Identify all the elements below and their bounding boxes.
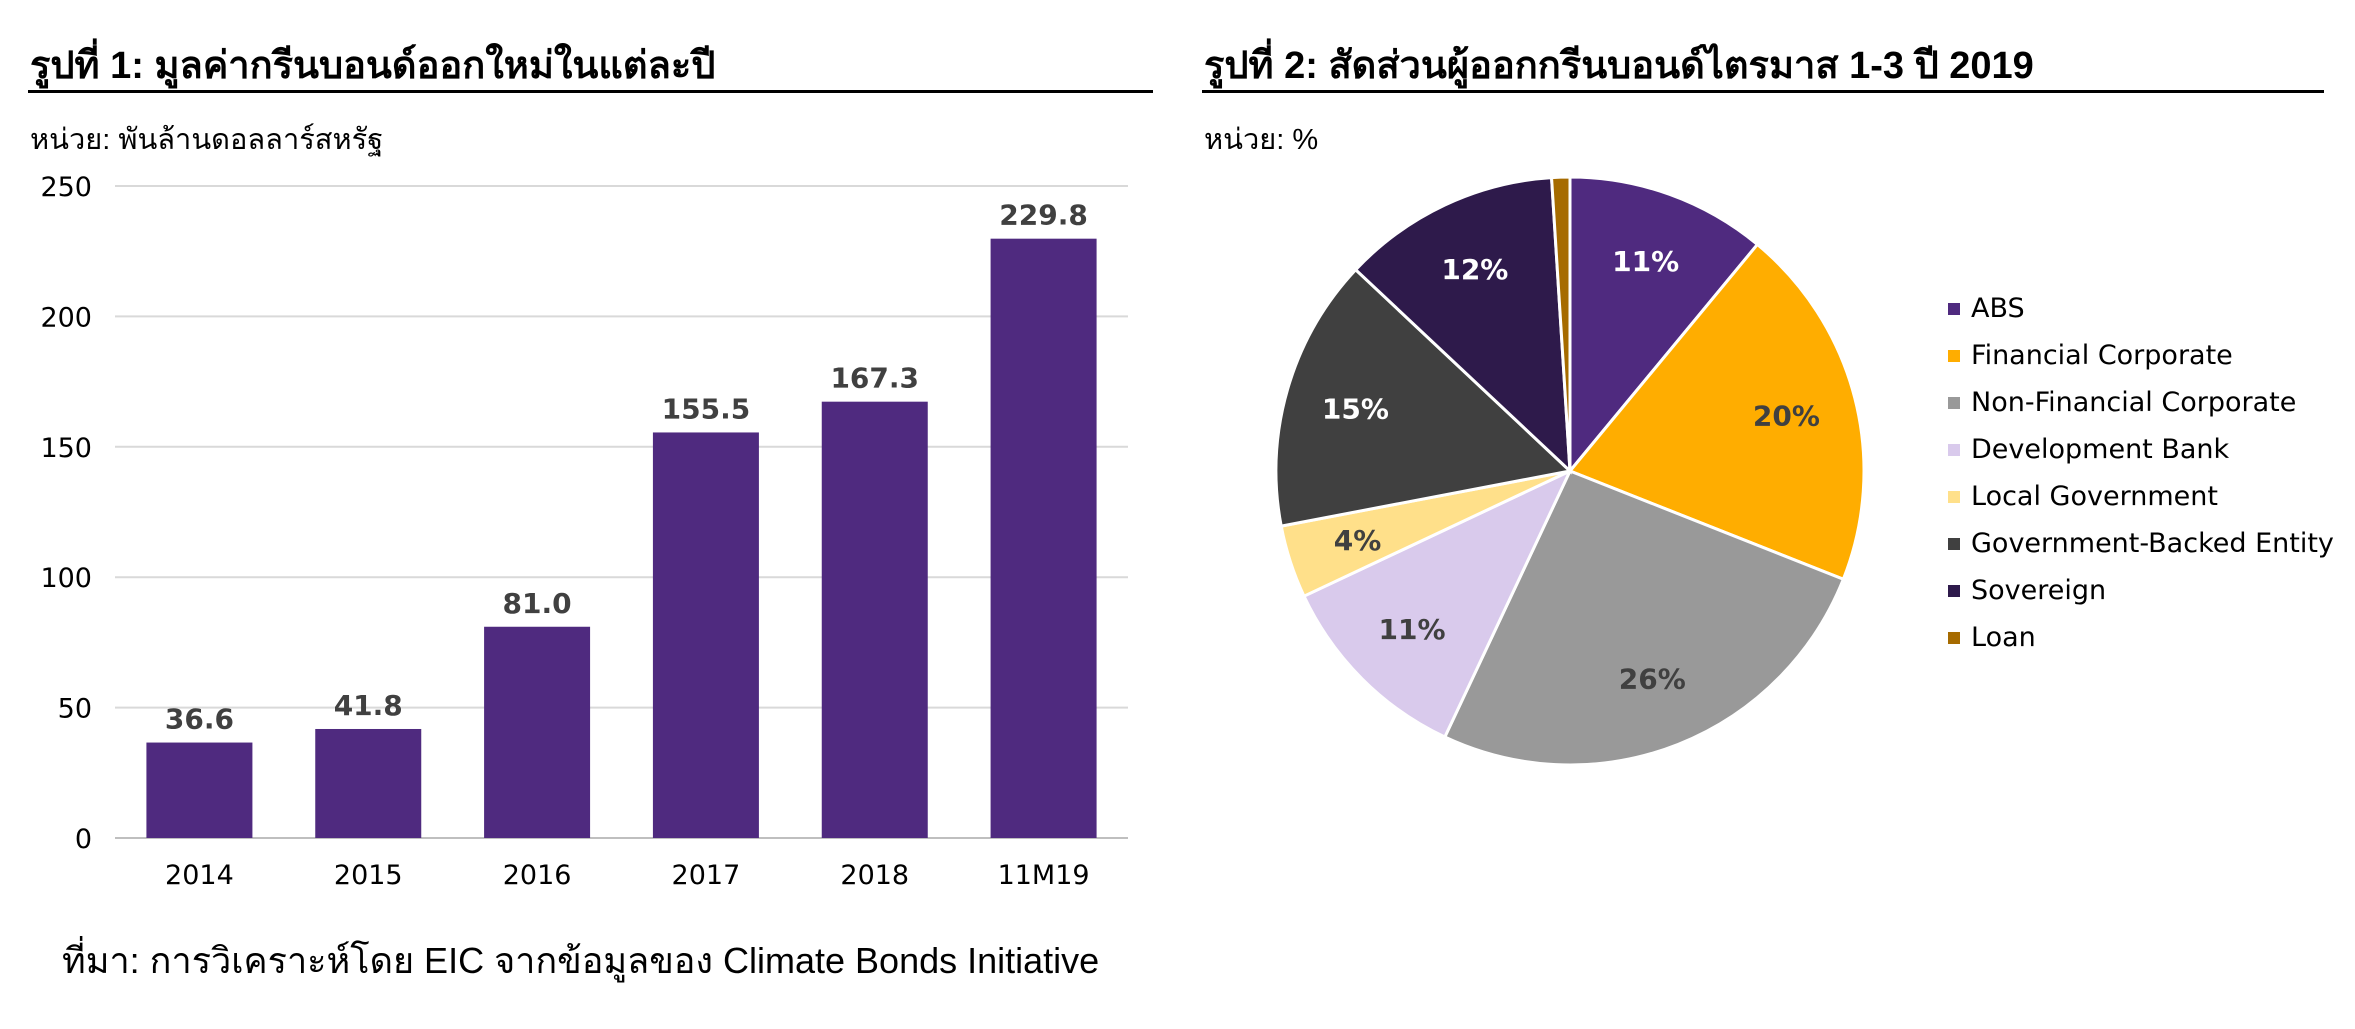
pie-slice-label: 4% — [1334, 524, 1382, 557]
figure-1-title: รูปที่ 1: มูลค่ากรีนบอนด์ออกใหม่ในแต่ละป… — [30, 45, 716, 87]
figure-1-title-rule — [28, 90, 1153, 93]
legend-label: Non-Financial Corporate — [1971, 387, 2297, 418]
source-note: ที่มา: การวิเคราะห์โดย EIC จากข้อมูลของ … — [62, 940, 1100, 981]
pie-slice-label: 26% — [1619, 663, 1686, 696]
legend-item: Local Government — [1948, 473, 2334, 520]
figure-1-panel: รูปที่ 1: มูลค่ากรีนบอนด์ออกใหม่ในแต่ละป… — [0, 0, 1160, 1029]
legend-item: Sovereign — [1948, 567, 2334, 614]
bar — [990, 238, 1097, 839]
pie-legend: ABS Financial Corporate Non-Financial Corp… — [1948, 285, 2334, 661]
pie-slice-label: 12% — [1441, 253, 1508, 286]
legend-swatch — [1948, 302, 1960, 315]
legend-label: Financial Corporate — [1971, 340, 2233, 371]
bar-value-label: 155.5 — [662, 392, 751, 425]
bar-chart: 0 50 100 150 200 250 36.6 2014 41.8 2015 81.0 2016 1… — [40, 172, 1128, 891]
legend-label: ABS — [1971, 293, 2025, 324]
bar-value-label: 41.8 — [334, 689, 403, 722]
legend-item: Government-Backed Entity — [1948, 520, 2334, 567]
pie-slice — [1301, 467, 1574, 740]
legend-swatch — [1948, 631, 1960, 644]
figure-1-unit: หน่วย: พันล้านดอลลาร์สหรัฐ — [30, 124, 384, 156]
x-tick-label: 2018 — [840, 860, 909, 891]
legend-swatch — [1948, 584, 1960, 597]
figure-2-title-rule — [1202, 90, 2324, 93]
x-tick-label: 2016 — [503, 860, 572, 891]
y-tick-label: 150 — [40, 433, 92, 464]
legend-item: Financial Corporate — [1948, 332, 2334, 379]
bar-value-label: 81.0 — [503, 587, 572, 620]
x-tick-label: 2015 — [334, 860, 403, 891]
legend-swatch — [1948, 396, 1960, 409]
pie-slice — [1353, 175, 1572, 475]
legend-item: Development Bank — [1948, 426, 2334, 473]
bar — [652, 432, 759, 838]
legend-item: Loan — [1948, 614, 2334, 661]
y-tick-label: 0 — [75, 824, 92, 855]
pie-slice — [1274, 267, 1574, 528]
legend-label: Development Bank — [1971, 434, 2230, 465]
bar — [821, 401, 928, 838]
y-tick-label: 50 — [58, 694, 92, 725]
figure-2-panel: รูปที่ 2: สัดส่วนผู้ออกกรีนบอนด์ไตรมาส 1… — [1200, 0, 2355, 1029]
pie-slice-label: 11% — [1378, 613, 1445, 646]
pie-slice — [1568, 175, 1760, 476]
x-tick-label: 11M19 — [998, 860, 1090, 891]
y-tick-label: 100 — [40, 563, 92, 594]
pie-chart: 11% 20% 26% 11% 4% 15% 12% — [1274, 175, 1866, 767]
pie-slice-label: 11% — [1612, 245, 1679, 278]
figure-2-title: รูปที่ 2: สัดส่วนผู้ออกกรีนบอนด์ไตรมาส 1… — [1204, 45, 2034, 87]
bar — [315, 728, 422, 838]
legend-swatch — [1948, 490, 1960, 503]
x-tick-label: 2014 — [165, 860, 234, 891]
pie-slice — [1442, 469, 1846, 767]
bar — [146, 742, 253, 838]
bar — [484, 626, 591, 838]
pie-slice-label: 20% — [1753, 399, 1820, 432]
bar-value-label: 36.6 — [165, 703, 234, 736]
legend-swatch — [1948, 537, 1960, 550]
legend-item: Non-Financial Corporate — [1948, 379, 2334, 426]
legend-item: ABS — [1948, 285, 2334, 332]
pie-slice — [1567, 242, 1866, 582]
y-tick-label: 250 — [40, 172, 92, 203]
pie-slice-label: 15% — [1322, 393, 1389, 426]
bar-value-label: 229.8 — [999, 199, 1088, 232]
legend-swatch — [1948, 443, 1960, 456]
legend-label: Sovereign — [1971, 575, 2107, 606]
legend-label: Local Government — [1971, 481, 2218, 512]
legend-label: Loan — [1971, 622, 2036, 653]
bar-value-label: 167.3 — [830, 362, 919, 395]
x-tick-label: 2017 — [672, 860, 741, 891]
pie-slice — [1549, 175, 1572, 472]
y-tick-label: 200 — [40, 302, 92, 333]
legend-label: Government-Backed Entity — [1971, 528, 2334, 559]
figure-2-unit: หน่วย: % — [1204, 124, 1319, 156]
legend-swatch — [1948, 349, 1960, 362]
